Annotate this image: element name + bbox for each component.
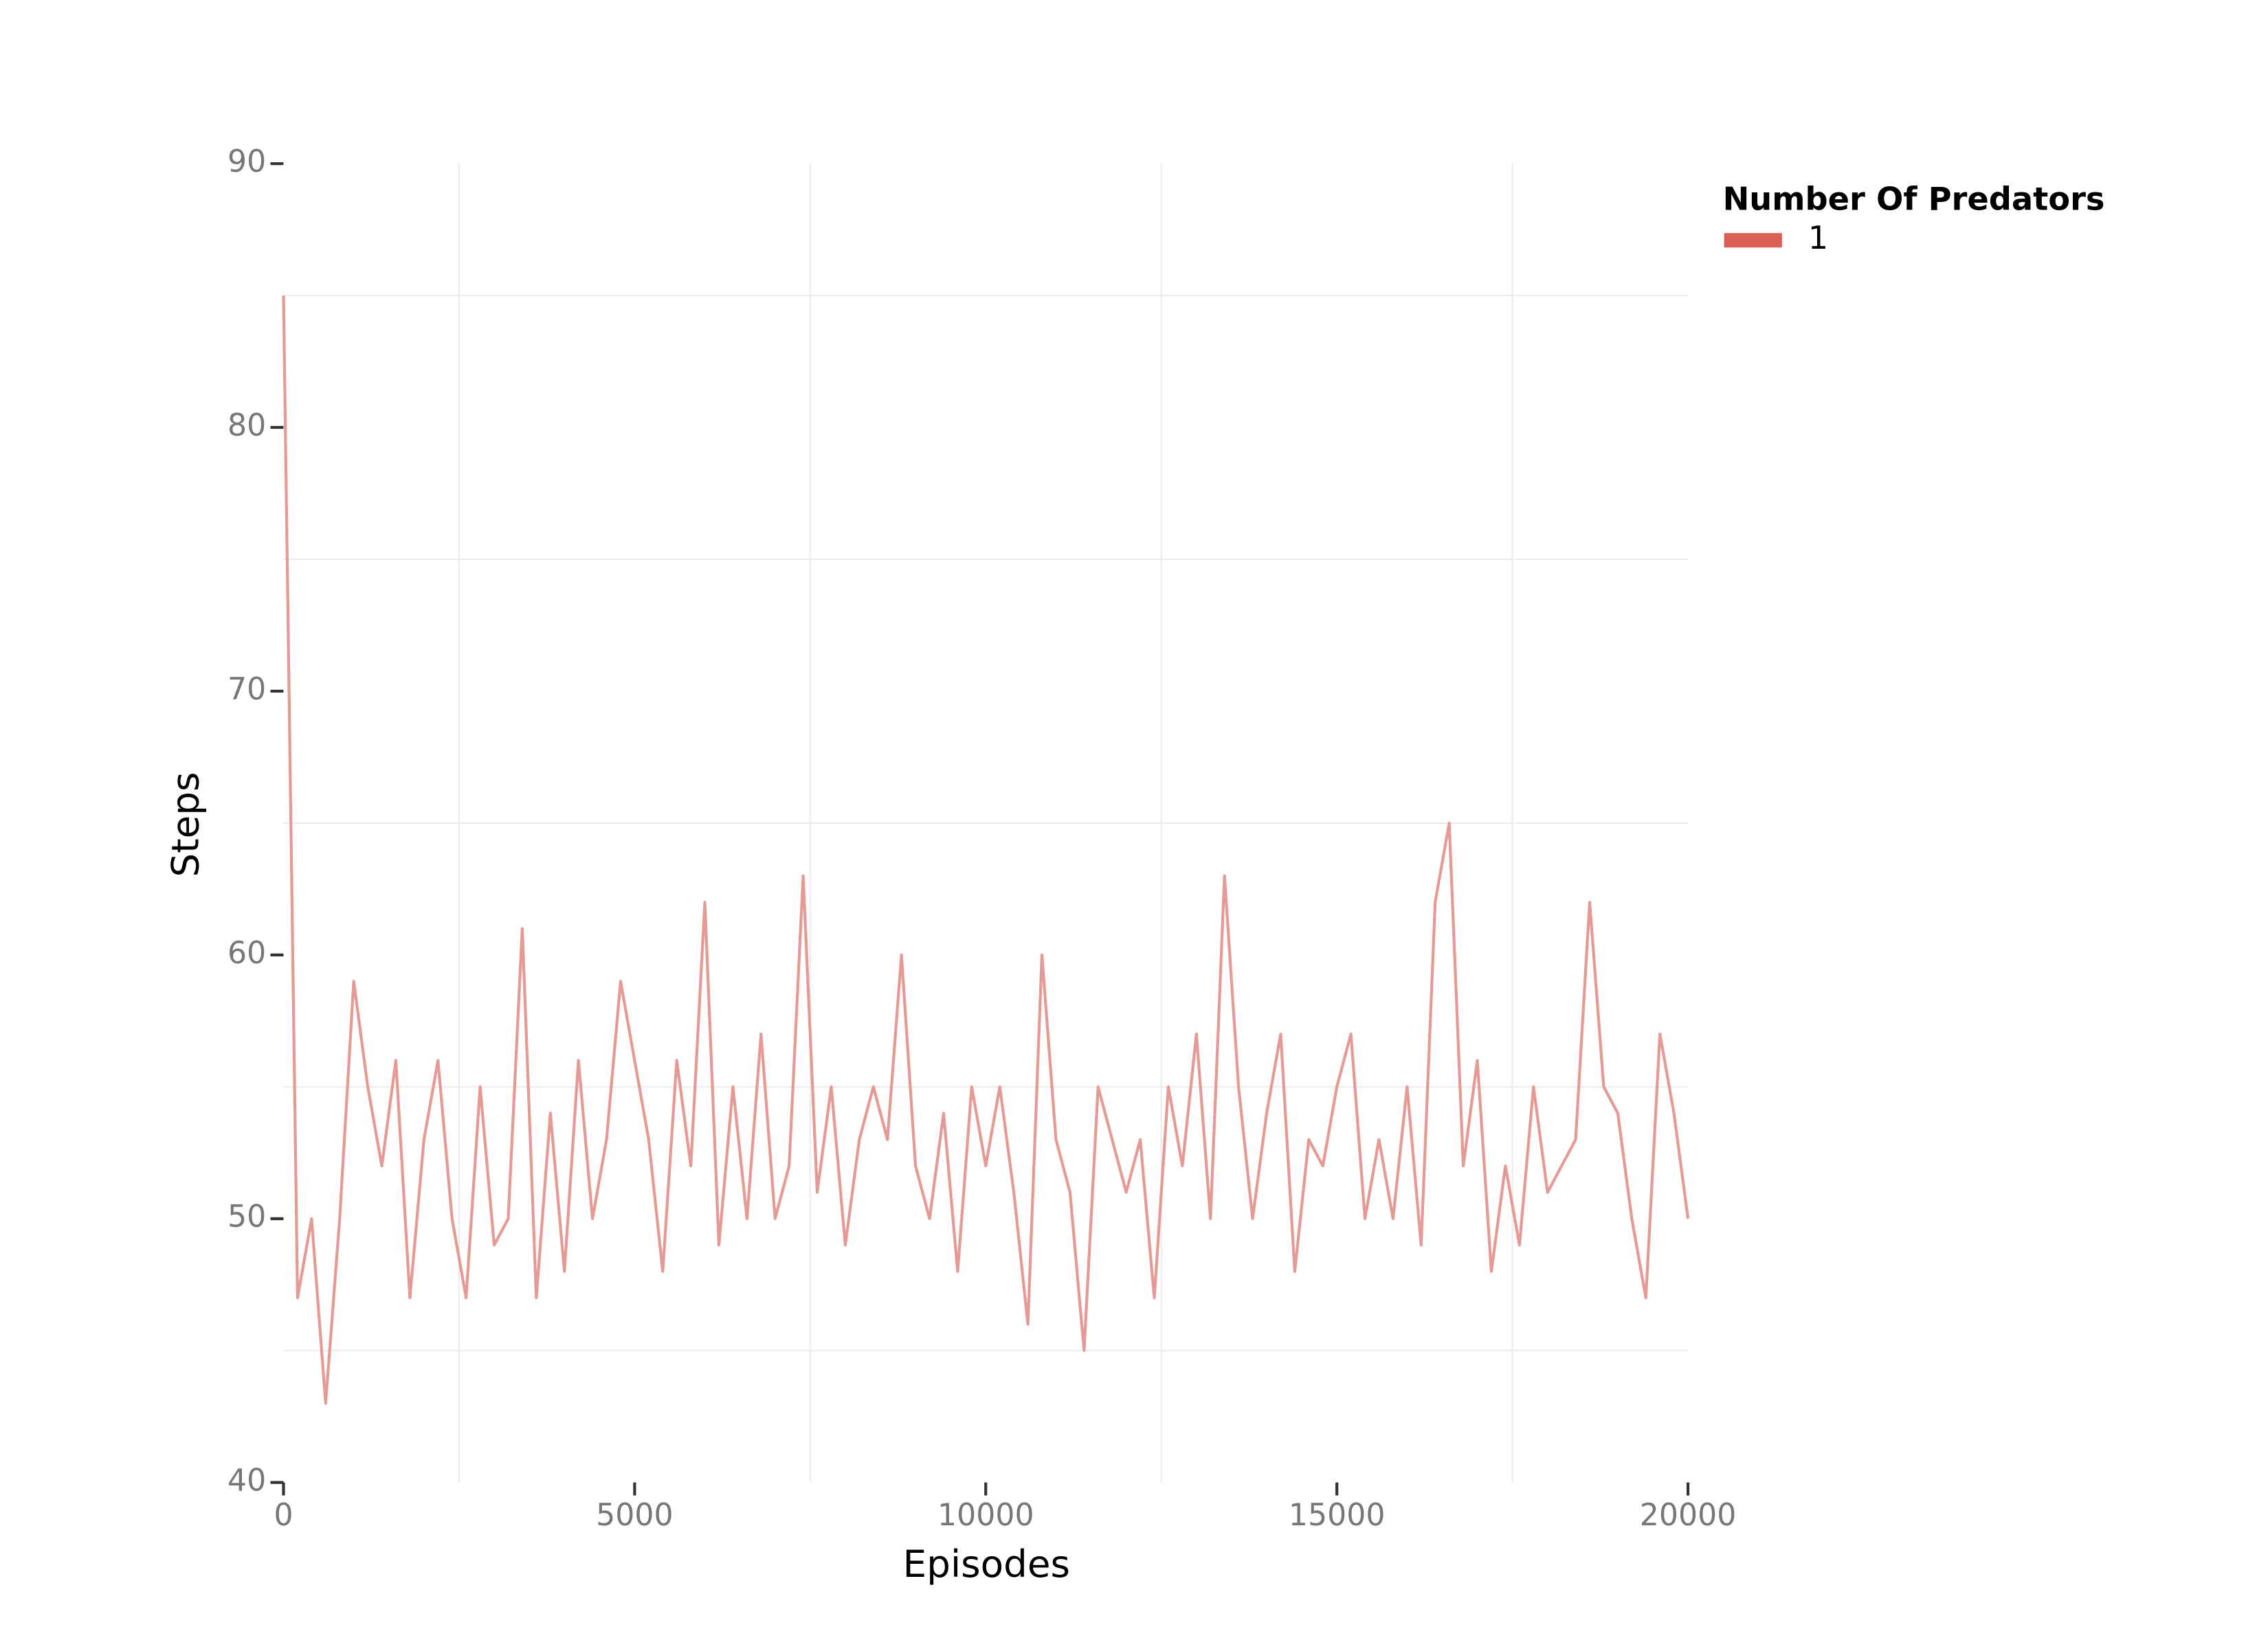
legend-swatch	[1724, 233, 1782, 248]
y-tick-label: 70	[227, 672, 266, 707]
x-tick-label: 20000	[1640, 1498, 1737, 1533]
x-tick-label: 0	[274, 1498, 293, 1533]
legend-label: 1	[1808, 219, 1828, 256]
line	[282, 295, 1690, 1405]
y-axis-label: Steps	[164, 772, 208, 877]
x-tick-label: 10000	[937, 1498, 1034, 1533]
y-tick-label: 40	[227, 1463, 266, 1499]
y-tick-label: 60	[227, 936, 266, 971]
legend-title: Number Of Predators	[1723, 180, 2105, 217]
y-tick-label: 80	[227, 408, 266, 443]
x-tick-label: 5000	[596, 1498, 673, 1533]
x-tick-label: 15000	[1289, 1498, 1386, 1533]
y-tick-label: 50	[227, 1200, 266, 1235]
y-tick-label: 90	[227, 144, 266, 179]
x-axis-label: Episodes	[903, 1542, 1070, 1586]
